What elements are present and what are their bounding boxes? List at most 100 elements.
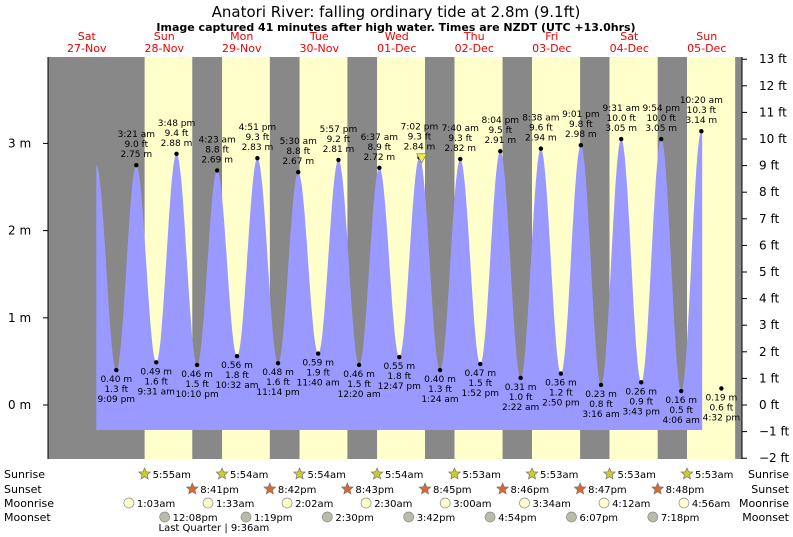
moonset-icon [403, 511, 415, 523]
high-tide-feet: 10.3 ft [687, 106, 717, 116]
day-date: 03-Dec [532, 42, 571, 55]
day-date: 02-Dec [455, 42, 494, 55]
low-tide-time: 12:47 pm [378, 382, 421, 392]
high-tide-point [134, 163, 139, 168]
sunset-icon [496, 482, 510, 495]
sunset-icon [418, 482, 432, 495]
low-tide-time: 11:40 am [297, 379, 340, 389]
high-tide-feet: 8.8 ft [286, 147, 310, 157]
day-date: 27-Nov [67, 42, 107, 55]
current-tide-triangle [416, 153, 428, 164]
low-tide-time: 12:20 am [338, 390, 381, 400]
moonset-icon [159, 511, 171, 523]
moonset-icon [566, 511, 577, 523]
right-tick-label: 5 ft [759, 265, 779, 279]
low-tide-point [558, 371, 564, 376]
high-tide-metres: 2.83 m [242, 143, 274, 153]
right-tick-label: 10 ft [759, 132, 787, 146]
low-tide-point [679, 388, 684, 394]
sunset-label-right: Sunset [751, 483, 789, 496]
low-tide-time: 9:09 pm [98, 395, 136, 405]
high-tide-metres: 2.82 m [444, 144, 476, 154]
low-tide-feet: 1.3 ft [104, 385, 128, 395]
low-tide-metres: 0.23 m [585, 390, 617, 400]
day-name: Sat [78, 30, 97, 43]
right-tick-label: 12 ft [759, 79, 787, 93]
high-tide-feet: 9.4 ft [165, 129, 189, 139]
high-tide-point [699, 128, 704, 134]
moonset-time: 4:54pm [498, 513, 537, 524]
moonrise-icon [598, 497, 610, 509]
low-tide-point [437, 367, 443, 373]
sunset-time: 8:48pm [666, 485, 705, 496]
right-tick-label: 3 ft [759, 318, 779, 332]
left-tick-label: 2 m [8, 224, 31, 238]
high-tide-point [619, 136, 624, 142]
low-tide-point [275, 360, 281, 366]
high-tide-time: 7:40 am [442, 124, 479, 134]
high-tide-feet: 8.9 ft [368, 143, 392, 153]
low-tide-feet: 1.5 ft [468, 379, 492, 389]
high-tide-feet: 9.3 ft [408, 132, 432, 142]
low-tide-time: 1:52 pm [461, 389, 499, 399]
right-tick-label: 6 ft [759, 238, 779, 252]
high-tide-time: 5:30 am [280, 137, 317, 147]
high-tide-time: 5:57 pm [320, 125, 358, 135]
sunset-label-left: Sunset [4, 483, 42, 496]
sunset-icon [651, 482, 665, 495]
high-tide-point [659, 136, 664, 142]
low-tide-time: 3:43 pm [622, 407, 660, 417]
high-tide-metres: 3.14 m [686, 116, 718, 126]
day-name: Thu [463, 30, 485, 43]
low-tide-metres: 0.40 m [424, 375, 456, 385]
sunrise-icon [602, 467, 617, 480]
chart-subtitle: Image captured 41 minutes after high wat… [156, 21, 635, 34]
low-tide-metres: 0.36 m [545, 379, 577, 389]
low-tide-time: 10:32 am [215, 381, 258, 391]
moonset-label-right: Moonset [742, 511, 789, 524]
low-tide-point [478, 361, 483, 367]
day-name: Wed [385, 30, 409, 43]
day-name: Sat [620, 30, 639, 43]
day-name: Tue [309, 30, 329, 43]
sunrise-icon [138, 467, 152, 480]
sunrise-icon [292, 467, 307, 480]
low-tide-feet: 0.6 ft [710, 403, 734, 413]
high-tide-feet: 8.8 ft [205, 145, 229, 155]
high-tide-time: 4:51 pm [239, 123, 277, 133]
moonrise-icon [519, 497, 530, 509]
low-tide-time: 9:31 am [138, 387, 175, 397]
low-tide-feet: 0.9 ft [629, 397, 653, 407]
moonrise-label-right: Moonrise [739, 497, 789, 510]
left-tick-label: 1 m [8, 311, 31, 325]
low-tide-time: 2:50 pm [542, 399, 580, 409]
moon-phase-label: Last Quarter | 9:36am [159, 523, 270, 534]
low-tide-time: 2:22 am [502, 403, 539, 413]
right-tick-label: 8 ft [759, 185, 779, 199]
high-tide-point [174, 151, 179, 157]
moonrise-label-left: Moonrise [4, 497, 54, 510]
low-tide-metres: 0.46 m [343, 370, 375, 380]
sunrise-time: 5:53am [540, 470, 578, 481]
sunrise-icon [370, 467, 384, 480]
right-tick-label: −1 ft [759, 425, 790, 439]
low-tide-time: 3:16 am [582, 410, 619, 420]
sunrise-label-left: Sunrise [4, 468, 45, 481]
high-tide-metres: 2.69 m [201, 155, 233, 165]
low-tide-point [234, 353, 240, 359]
moonrise-icon [202, 497, 214, 509]
left-tick-label: 3 m [8, 136, 31, 150]
high-tide-time: 3:48 pm [158, 119, 196, 129]
high-tide-point [336, 157, 341, 163]
high-tide-point [458, 156, 463, 162]
low-tide-point [518, 375, 523, 381]
sunrise-icon [215, 467, 229, 480]
low-tide-point [397, 354, 402, 360]
sunrise-icon [447, 467, 462, 480]
high-tide-feet: 9.0 ft [124, 140, 148, 150]
day-date: 01-Dec [377, 42, 416, 55]
low-tide-metres: 0.47 m [464, 369, 496, 379]
low-tide-time: 4:06 am [663, 416, 700, 426]
moonset-time: 2:30pm [335, 513, 374, 524]
low-tide-feet: 1.2 ft [549, 389, 573, 399]
